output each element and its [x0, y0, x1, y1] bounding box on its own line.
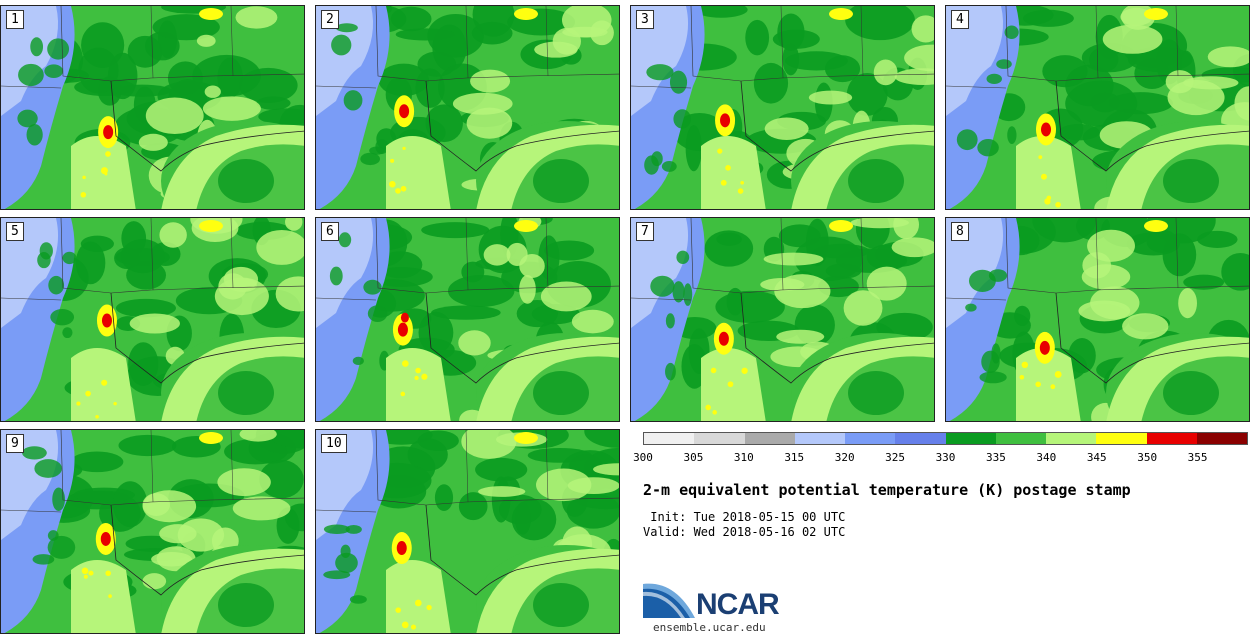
colorbar-bin: [845, 433, 896, 444]
panel-label: 1: [6, 10, 24, 29]
colorbar-tick-label: 305: [683, 451, 704, 464]
colorbar-bin: [744, 433, 795, 444]
colorbar-tick-label: 355: [1187, 451, 1208, 464]
colorbar-tick-label: 320: [834, 451, 855, 464]
colorbar-bin: [1096, 433, 1147, 444]
map: [316, 218, 619, 421]
stamp-panel-4: 4: [945, 5, 1250, 210]
colorbar: [643, 432, 1248, 445]
map: [1, 218, 304, 421]
field-map: [946, 218, 1249, 421]
colorbar-tick-label: 345: [1086, 451, 1107, 464]
panel-label: 3: [636, 10, 654, 29]
stamp-panel-7: 7: [630, 217, 935, 422]
colorbar-bin: [995, 433, 1046, 444]
valid-time: Valid: Wed 2018-05-16 02 UTC: [643, 525, 846, 539]
colorbar-bin: [694, 433, 745, 444]
panel-label: 4: [951, 10, 969, 29]
logo-text: NCAR: [696, 588, 780, 621]
colorbar-bin: [945, 433, 996, 444]
stamp-panel-2: 2: [315, 5, 620, 210]
field-map: [631, 6, 934, 209]
panel-label: 5: [6, 222, 24, 241]
colorbar-ticks: 300 305 310 315 320 325 330 335 340 345 350 355: [633, 451, 1248, 467]
field-map: [1, 430, 304, 633]
field-map: [316, 430, 619, 633]
map: [631, 6, 934, 209]
map: [946, 6, 1249, 209]
map: [316, 6, 619, 209]
ncar-logo-icon: [643, 583, 695, 618]
panel-label: 10: [321, 434, 347, 453]
stamp-panel-1: 1: [0, 5, 305, 210]
field-map: [946, 6, 1249, 209]
field-map: [316, 218, 619, 421]
plot-title: 2-m equivalent potential temperature (K)…: [643, 481, 1131, 499]
colorbar-tick-label: 325: [885, 451, 906, 464]
field-map: [316, 6, 619, 209]
map: [316, 430, 619, 633]
panel-label: 9: [6, 434, 24, 453]
colorbar-bin: [895, 433, 946, 444]
stamp-panel-10: 10: [315, 429, 620, 634]
colorbar-bin: [1196, 433, 1247, 444]
stamp-panel-3: 3: [630, 5, 935, 210]
map: [1, 430, 304, 633]
colorbar-bin: [644, 433, 695, 444]
colorbar-tick-label: 315: [784, 451, 805, 464]
colorbar-tick-label: 350: [1137, 451, 1158, 464]
colorbar-tick-label: 340: [1036, 451, 1057, 464]
field-map: [1, 6, 304, 209]
colorbar-tick-label: 300: [633, 451, 653, 464]
stamp-panel-5: 5: [0, 217, 305, 422]
panel-label: 7: [636, 222, 654, 241]
colorbar-tick-label: 335: [985, 451, 1006, 464]
panel-label: 6: [321, 222, 339, 241]
colorbar-bin: [1146, 433, 1197, 444]
colorbar-tick-label: 310: [733, 451, 754, 464]
panel-label: 8: [951, 222, 969, 241]
colorbar-bin: [794, 433, 845, 444]
field-map: [631, 218, 934, 421]
stamp-panel-6: 6: [315, 217, 620, 422]
map: [1, 6, 304, 209]
field-map: [1, 218, 304, 421]
colorbar-bin: [1046, 433, 1097, 444]
stamp-panel-9: 9: [0, 429, 305, 634]
logo-url: ensemble.ucar.edu: [653, 621, 766, 634]
stamp-panel-8: 8: [945, 217, 1250, 422]
init-time: Init: Tue 2018-05-15 00 UTC: [643, 510, 846, 524]
map: [631, 218, 934, 421]
colorbar-tick-label: 330: [935, 451, 956, 464]
panel-label: 2: [321, 10, 339, 29]
map: [946, 218, 1249, 421]
